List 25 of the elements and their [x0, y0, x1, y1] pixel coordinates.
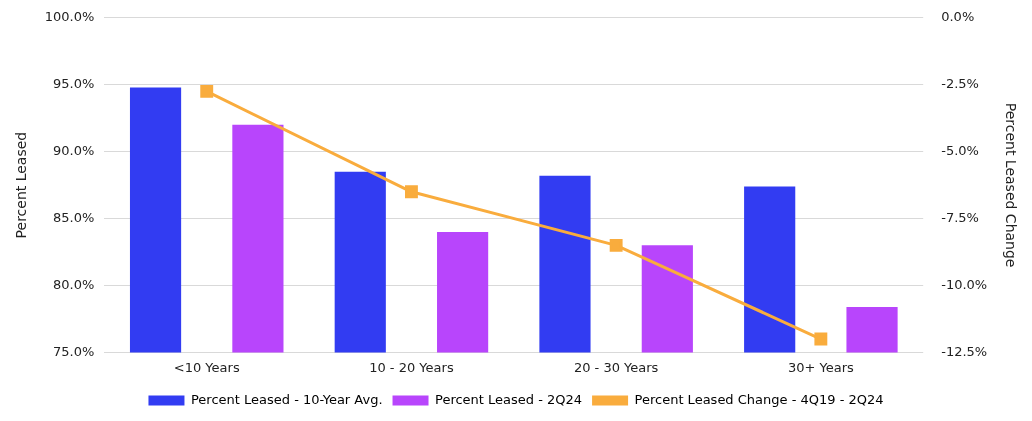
- y-tick-label: 95.0%: [53, 76, 95, 92]
- y2-tick-label: -2.5%: [941, 76, 979, 92]
- y2-tick-label: -10.0%: [941, 276, 988, 292]
- point: [404, 185, 418, 199]
- y-tick-label: 100.0%: [44, 9, 95, 25]
- point: [814, 332, 828, 346]
- x-tick-label: 30+ Years: [787, 359, 855, 375]
- x-tick-label: <10 Years: [173, 359, 240, 375]
- x-tick-label: 10 - 20 Years: [369, 359, 454, 375]
- y-axis-title: Percent Leased: [13, 131, 30, 239]
- legend-label: Percent Leased - 2Q24: [435, 391, 583, 407]
- legend-label: Percent Leased Change - 4Q19 - 2Q24: [634, 391, 884, 407]
- y2-tick-label: -5.0%: [941, 143, 979, 159]
- y2-tick-label: -7.5%: [941, 209, 979, 225]
- y2-tick-label: 0.0%: [941, 9, 975, 25]
- y-tick-label: 80.0%: [53, 276, 95, 292]
- y-tick-label: 75.0%: [53, 343, 95, 359]
- y-tick-label: 85.0%: [53, 209, 95, 225]
- y-tick-label: 90.0%: [53, 143, 95, 159]
- x-tick-label: 20 - 30 Years: [573, 359, 659, 375]
- point: [200, 84, 214, 98]
- legend-label: Percent Leased - 10-Year Avg.: [190, 391, 383, 407]
- point: [609, 238, 623, 252]
- y2-tick-label: -12.5%: [941, 343, 988, 359]
- y2-axis-title: Percent Leased Change: [1002, 102, 1019, 268]
